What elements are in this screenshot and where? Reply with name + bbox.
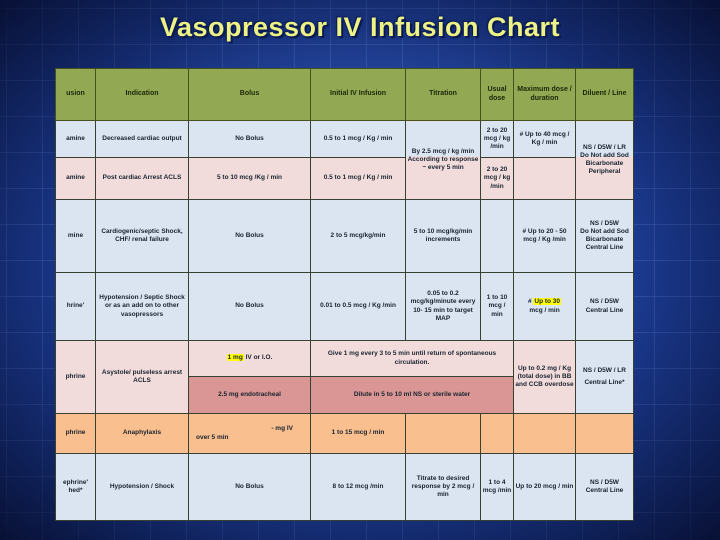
table-row: hrine' Hypotension / Septic Shock or as … [55,272,634,341]
cell-r4-drug: hrine' [55,272,96,341]
col-header-usual-dose: Usual dose [480,68,514,121]
max-suffix: mcg / min [529,306,560,314]
cell-r56-diluent: NS / D5W / LR Central Line* [575,340,634,414]
header-row: usion Indication Bolus Initial IV Infusi… [55,68,634,121]
cell-r4-titration: 0.05 to 0.2 mcg/kg/minute every 10- 15 m… [405,272,481,341]
cell-r1-max: # Up to 40 mcg / Kg / min [513,120,576,158]
cell-r7-diluent [575,413,634,454]
cell-r8-drug: ephrine' hed* [55,453,96,521]
diluent-fluids: NS / D5W / LR [583,367,626,375]
table-row: phrine Asystole/ pulseless arrest ACLS 1… [55,340,634,414]
cell-r5-instruction: Give 1 mg every 3 to 5 min until return … [310,340,514,377]
cell-r3-bolus: No Bolus [188,199,311,273]
cell-r5-bolus: 1 mg IV or I.O. [188,340,311,377]
cell-r8-titration: Titrate to desired response by 2 mcg / m… [405,453,481,521]
table-row: amine Post cardiac Arrest ACLS 5 to 10 m… [55,157,634,200]
drug-name-line1: ephrine' [62,478,89,486]
cell-r1-usual: 2 to 20 mcg / kg /min [480,120,514,158]
cell-r2-usual: 2 to 20 mcg / kg /min [480,157,514,200]
cell-r7-initial: 1 to 15 mcg / min [310,413,406,454]
cell-r56-drug: phrine [55,340,96,414]
drug-name-line2: hed* [68,487,83,494]
col-header-diluent-line: Diluent / Line [575,68,634,121]
cell-r8-initial: 8 to 12 mcg /min [310,453,406,521]
cell-r3-drug: mine [55,199,96,273]
cell-r7-drug: phrine [55,413,96,454]
bolus-dose: - mg IV [271,425,293,433]
cell-r7-max [513,413,576,454]
diluent-note: Do Not add Sod Bicarbonate [580,227,629,243]
cell-r4-usual: 1 to 10 mcg / min [480,272,514,341]
bolus-highlighted-dose: 1 mg [226,354,244,362]
table-row: 2.5 mg endotracheal Dilute in 5 to 10 ml… [56,376,634,414]
cell-r7-titration [405,413,481,454]
cell-r6-bolus: 2.5 mg endotracheal [188,376,311,414]
cell-r7-bolus: - mg IV over 5 min [188,413,311,454]
col-header-bolus: Bolus [188,68,311,121]
cell-r2-indication: Post cardiac Arrest ACLS [95,157,189,200]
cell-r7-usual [480,413,514,454]
cell-r4-diluent: NS / D5W Central Line [575,272,634,341]
diluent-line: Central Line [585,487,624,494]
col-header-indication: Indication [95,68,189,121]
table-row: amine Decreased cardiac output No Bolus … [55,120,634,200]
cell-r3-indication: Cardiogenic/septic Shock, CHF/ renal fai… [95,199,189,273]
page-title: Vasopressor IV Infusion Chart [159,12,561,42]
cell-r8-diluent: NS / D5W Central Line [575,453,634,521]
cell-r2-bolus: 5 to 10 mcg /Kg / min [188,157,311,200]
cell-r8-bolus: No Bolus [188,453,311,521]
cell-r1-indication: Decreased cardiac output [95,120,189,158]
col-header-titration: Titration [405,68,481,121]
cell-r4-bolus: No Bolus [188,272,311,341]
cell-r56-max: Up to 0.2 mg / Kg (total dose) in BB and… [513,340,576,414]
cell-r1-bolus: No Bolus [188,120,311,158]
diluent-line: Peripheral [588,168,621,176]
col-header-maximum-dose: Maximum dose / duration [513,68,576,121]
cell-r8-max: Up to 20 mcg / min [513,453,576,521]
max-highlighted-value: Up to 30 [533,298,562,306]
vasopressor-table: usion Indication Bolus Initial IV Infusi… [55,68,634,521]
cell-r1-diluent: NS / D5W / LR Do Not add Sod Bicarbonate… [575,120,634,200]
diluent-fluids: NS / D5W [590,298,619,306]
cell-r56-indication: Asystole/ pulseless arrest ACLS [95,340,189,414]
cell-r2-initial: 0.5 to 1 mcg / Kg / min [310,157,406,200]
cell-r3-diluent: NS / D5W Do Not add Sod Bicarbonate Cent… [575,199,634,273]
diluent-fluids: NS / D5W / LR [583,143,626,151]
diluent-line: Central Line [585,306,624,314]
cell-r4-indication: Hypotension / Septic Shock or as an add … [95,272,189,341]
cell-r6-instruction: Dilute in 5 to 10 ml NS or sterile water [310,376,514,414]
cell-r4-max: # Up to 30 mcg / min [513,272,576,341]
cell-r7-indication: Anaphylaxis [95,413,189,454]
cell-r8-usual: 1 to 4 mcg /min [480,453,514,521]
table-row: phrine Anaphylaxis - mg IV over 5 min 1 … [55,413,634,454]
col-header-initial-iv-infusion: Initial IV Infusion [310,68,406,121]
cell-r3-titration: 5 to 10 mcg/kg/min increments [405,199,481,273]
table-row: ephrine' hed* Hypotension / Shock No Bol… [55,453,634,521]
max-prefix: # [527,298,532,306]
col-header-infusion: usion [55,68,96,121]
cell-r8-indication: Hypotension / Shock [95,453,189,521]
cell-r3-usual [480,199,514,273]
diluent-fluids: NS / D5W [590,219,619,227]
diluent-note: Do Not add Sod Bicarbonate [580,151,629,167]
bolus-rest: IV or I.O. [243,354,273,362]
diluent-line: Central Line* [584,378,625,386]
diluent-fluids: NS / D5W [590,478,619,486]
diluent-line: Central Line [585,244,624,252]
bolus-duration: over 5 min [196,433,229,441]
cell-r2-max [513,157,576,200]
cell-r1-drug: amine [55,120,96,158]
table-row: mine Cardiogenic/septic Shock, CHF/ rena… [55,199,634,273]
cell-r2-drug: amine [55,157,96,200]
cell-r3-max: # Up to 20 - 50 mcg / Kg /min [513,199,576,273]
cell-r1-initial: 0.5 to 1 mcg / Kg / min [310,120,406,158]
cell-r4-initial: 0.01 to 0.5 mcg / Kg /min [310,272,406,341]
cell-r1-titration: By 2.5 mcg / kg /min According to respon… [405,120,481,200]
cell-r3-initial: 2 to 5 mcg/kg/min [310,199,406,273]
